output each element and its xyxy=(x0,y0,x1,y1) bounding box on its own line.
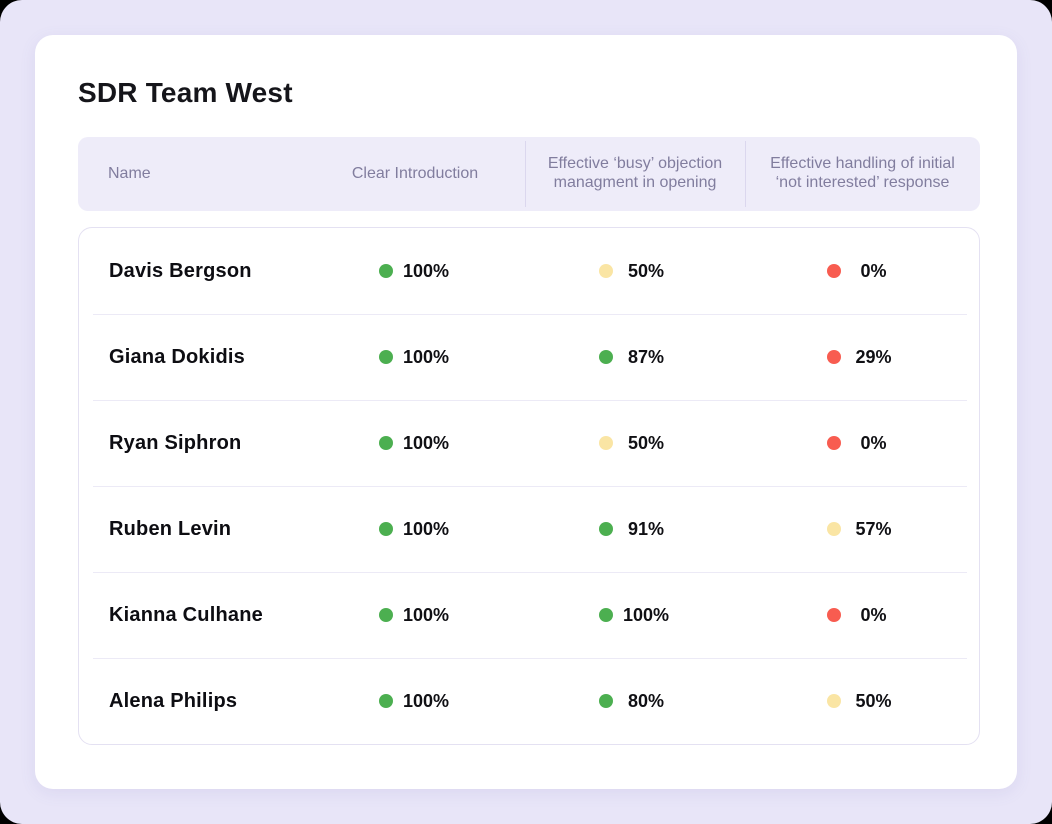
score-value: 50% xyxy=(627,260,665,281)
score-value: 0% xyxy=(860,604,887,625)
score-group: 100% xyxy=(599,605,673,626)
score-cell: 100% xyxy=(306,261,526,282)
status-dot xyxy=(599,350,613,364)
report-card: SDR Team West Name Clear Introduction Ef… xyxy=(35,35,1017,789)
score-cell: 50% xyxy=(746,691,981,712)
column-header-label: Effective ‘busy’ objection managment in … xyxy=(547,155,723,191)
status-dot xyxy=(826,608,841,622)
table-header: Name Clear Introduction Effective ‘busy’… xyxy=(78,137,980,211)
score-cell: 100% xyxy=(306,519,526,540)
score-cell: 87% xyxy=(526,347,746,368)
table-row: Kianna Culhane 100% 100% 0% xyxy=(79,572,981,658)
status-dot xyxy=(379,264,393,278)
status-dot xyxy=(379,608,393,622)
column-header-clear-introduction: Clear Introduction xyxy=(305,137,525,211)
score-group: 100% xyxy=(379,433,453,454)
score-cell: 50% xyxy=(526,261,746,282)
score-group: 100% xyxy=(379,261,453,282)
score-cell: 0% xyxy=(746,605,981,626)
score-cell: 100% xyxy=(306,691,526,712)
table-row: Giana Dokidis 100% 87% 29% xyxy=(79,314,981,400)
status-dot xyxy=(599,436,613,450)
status-dot xyxy=(599,522,613,536)
score-value: 100% xyxy=(402,346,450,367)
row-name: Giana Dokidis xyxy=(109,345,245,368)
status-dot xyxy=(599,694,613,708)
score-value: 100% xyxy=(402,260,450,281)
score-value: 91% xyxy=(627,518,665,539)
score-cell: 100% xyxy=(306,347,526,368)
row-name: Kianna Culhane xyxy=(109,603,263,626)
score-value: 100% xyxy=(402,604,450,625)
score-group: 50% xyxy=(599,433,673,454)
score-value: 100% xyxy=(622,604,670,625)
score-value: 0% xyxy=(860,432,887,453)
score-group: 100% xyxy=(379,691,453,712)
column-header-label: Name xyxy=(108,164,151,182)
row-name: Ryan Siphron xyxy=(109,431,242,454)
score-value: 100% xyxy=(402,518,450,539)
table-row: Alena Philips 100% 80% 50% xyxy=(79,658,981,744)
status-dot xyxy=(379,694,393,708)
table-row: Davis Bergson 100% 50% 0% xyxy=(79,228,981,314)
page-title: SDR Team West xyxy=(78,77,293,108)
score-group: 100% xyxy=(379,519,453,540)
score-cell: 100% xyxy=(306,605,526,626)
status-dot xyxy=(379,436,393,450)
status-dot xyxy=(379,350,393,364)
score-group: 91% xyxy=(599,519,673,540)
status-dot xyxy=(599,608,613,622)
column-header-not-interested: Effective handling of initial ‘not inter… xyxy=(745,137,980,211)
column-header-label: Clear Introduction xyxy=(351,164,479,182)
status-dot xyxy=(826,694,841,708)
status-dot xyxy=(379,522,393,536)
column-header-label: Effective handling of initial ‘not inter… xyxy=(770,155,955,191)
score-value: 80% xyxy=(627,690,665,711)
score-value: 100% xyxy=(402,690,450,711)
score-value: 57% xyxy=(855,518,892,539)
score-value: 100% xyxy=(402,432,450,453)
score-cell: 0% xyxy=(746,433,981,454)
score-group: 50% xyxy=(826,690,901,712)
score-group: 0% xyxy=(826,260,901,282)
status-dot xyxy=(599,264,613,278)
score-group: 57% xyxy=(826,518,901,540)
score-value: 87% xyxy=(627,346,665,367)
score-cell: 100% xyxy=(526,605,746,626)
score-group: 0% xyxy=(826,432,901,454)
score-value: 50% xyxy=(627,432,665,453)
score-group: 80% xyxy=(599,691,673,712)
row-name: Davis Bergson xyxy=(109,259,252,282)
status-dot xyxy=(826,436,841,450)
score-group: 100% xyxy=(379,347,453,368)
score-group: 87% xyxy=(599,347,673,368)
score-value: 0% xyxy=(860,260,887,281)
row-name: Alena Philips xyxy=(109,689,238,712)
status-dot xyxy=(826,522,841,536)
score-group: 0% xyxy=(826,604,901,626)
score-cell: 50% xyxy=(526,433,746,454)
score-cell: 80% xyxy=(526,691,746,712)
score-cell: 29% xyxy=(746,347,981,368)
table-body: Davis Bergson 100% 50% 0% Giana Dokidis xyxy=(78,227,980,745)
column-header-name: Name xyxy=(78,137,305,211)
status-dot xyxy=(826,264,841,278)
table-row: Ruben Levin 100% 91% 57% xyxy=(79,486,981,572)
status-dot xyxy=(826,350,841,364)
score-value: 50% xyxy=(855,690,892,711)
score-group: 29% xyxy=(826,346,901,368)
score-cell: 0% xyxy=(746,261,981,282)
score-cell: 57% xyxy=(746,519,981,540)
score-group: 100% xyxy=(379,605,453,626)
score-cell: 91% xyxy=(526,519,746,540)
row-name: Ruben Levin xyxy=(109,517,232,540)
score-cell: 100% xyxy=(306,433,526,454)
score-group: 50% xyxy=(599,261,673,282)
score-value: 29% xyxy=(855,346,892,367)
table-row: Ryan Siphron 100% 50% 0% xyxy=(79,400,981,486)
column-header-busy-objection: Effective ‘busy’ objection managment in … xyxy=(525,137,745,211)
